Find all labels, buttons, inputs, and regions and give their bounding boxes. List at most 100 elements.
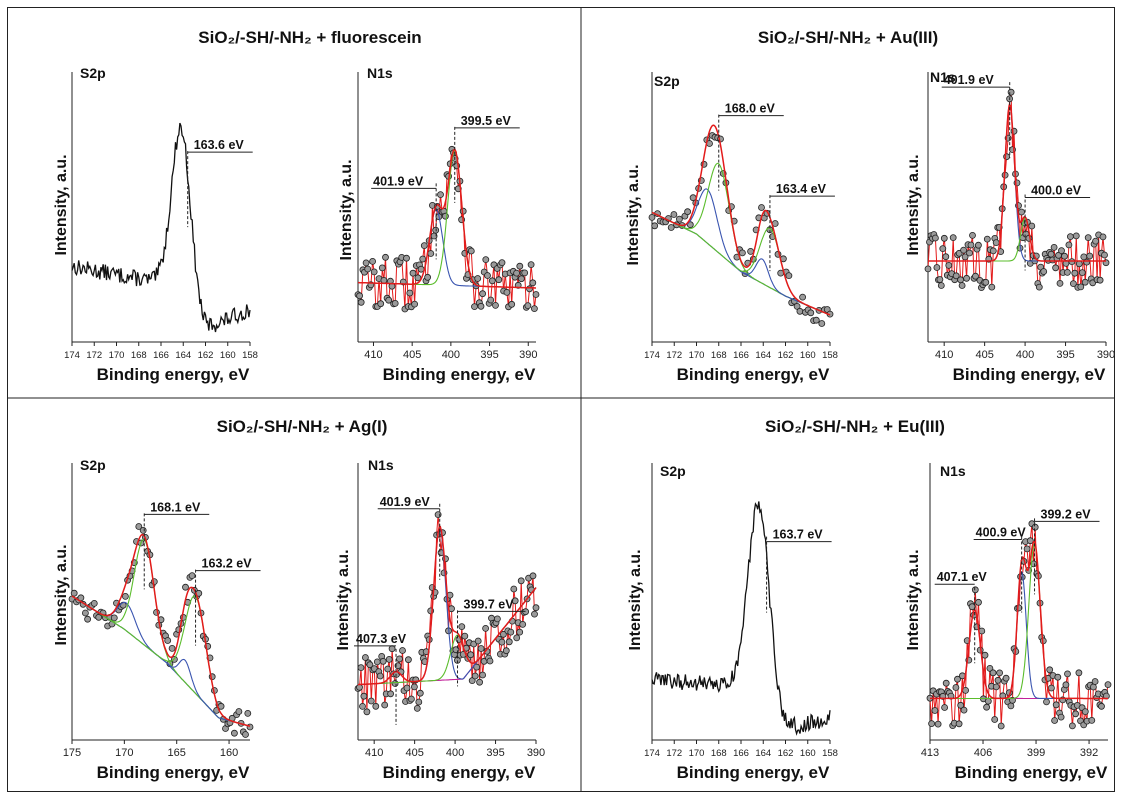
core-level-label: S2p — [80, 457, 106, 473]
data-point — [1057, 713, 1065, 721]
core-level-label: N1s — [930, 69, 956, 85]
data-point — [188, 572, 196, 579]
data-point — [992, 239, 1000, 247]
x-tick-label: 160 — [220, 350, 236, 361]
x-axis-label: Binding energy, eV — [677, 365, 830, 384]
x-tick-label: 160 — [800, 350, 816, 361]
peak-annotation: 168.0 eV — [725, 102, 776, 116]
data-point — [1077, 283, 1085, 291]
x-axis-label: Binding energy, eV — [383, 763, 536, 782]
data-point — [382, 253, 389, 261]
x-tick-label: 158 — [242, 350, 258, 361]
data-point — [799, 293, 806, 301]
data-point — [503, 288, 511, 296]
x-axis-label: Binding energy, eV — [97, 365, 250, 384]
data-point — [1090, 683, 1097, 691]
data-point — [360, 692, 368, 700]
data-point — [416, 689, 424, 697]
x-tick-label: 170 — [689, 350, 705, 361]
data-point — [458, 623, 466, 630]
x-tick-label: 170 — [109, 350, 125, 361]
data-point — [1040, 268, 1048, 275]
data-point — [477, 645, 485, 652]
data-point — [957, 276, 964, 284]
data-point — [474, 275, 482, 282]
data-point — [495, 276, 503, 284]
data-point — [441, 212, 449, 220]
data-point — [367, 697, 375, 705]
x-tick-label: 395 — [1056, 349, 1074, 361]
data-point — [1031, 523, 1039, 531]
data-point — [1065, 241, 1073, 249]
xps-plot-2: 174 172 170 168 166 164 162 160 158 Binding energ… — [625, 72, 838, 384]
x-tick-label: 162 — [778, 350, 794, 361]
data-point — [1072, 710, 1079, 718]
y-axis-label: Intensity, a.u. — [627, 549, 644, 650]
data-point — [498, 259, 506, 267]
data-point — [379, 657, 387, 665]
data-point — [467, 651, 475, 659]
peak-annotation: 407.1 eV — [937, 570, 988, 584]
fit-envelope — [928, 104, 1106, 262]
x-tick-label: 158 — [822, 748, 838, 759]
x-tick-label: 390 — [1097, 349, 1115, 361]
x-tick-label: 406 — [974, 747, 992, 759]
x-tick-label: 399 — [1027, 747, 1045, 759]
data-point — [1061, 252, 1068, 260]
peak-annotation: 163.2 eV — [202, 557, 253, 571]
data-point — [471, 672, 479, 680]
data-point — [941, 704, 948, 711]
data-point — [411, 300, 419, 308]
data-point — [110, 614, 118, 622]
data-point — [937, 282, 945, 289]
data-point — [1054, 673, 1062, 681]
data-point — [960, 706, 968, 714]
outer-border — [7, 7, 1115, 792]
data-point — [1050, 243, 1058, 251]
data-point — [989, 247, 997, 255]
data-point — [370, 268, 378, 276]
data-point — [1071, 269, 1079, 277]
data-point — [361, 654, 369, 661]
data-point — [378, 264, 386, 272]
data-point — [1104, 681, 1112, 688]
x-tick-label: 175 — [63, 747, 81, 759]
x-axis-label: Binding energy, eV — [677, 763, 830, 782]
data-point — [517, 577, 525, 585]
data-point — [967, 241, 975, 249]
x-tick-label: 160 — [220, 747, 238, 759]
data-point — [419, 255, 427, 263]
data-point — [1078, 269, 1086, 277]
y-axis-label: Intensity, a.u. — [905, 549, 922, 650]
data-point — [939, 245, 947, 253]
data-point — [1069, 722, 1076, 730]
data-point — [488, 277, 496, 285]
data-point — [983, 235, 991, 243]
data-point — [391, 299, 399, 307]
data-point — [135, 523, 143, 530]
data-point — [931, 707, 939, 714]
data-point — [1035, 283, 1043, 291]
data-point — [531, 610, 538, 618]
data-point — [971, 586, 979, 594]
data-point — [949, 234, 957, 242]
data-point — [366, 661, 374, 669]
data-point — [519, 621, 527, 628]
data-point — [1058, 247, 1065, 255]
data-point — [471, 303, 478, 311]
data-point — [1070, 280, 1077, 288]
frame — [7, 7, 1115, 792]
core-level-label: S2p — [80, 65, 106, 81]
xps-plot-5: 410 405 400 395 390 Binding energy, eV Intensi… — [335, 457, 545, 782]
xps-plot-6: 174 172 170 168 166 164 162 160 158 Binding energ… — [627, 463, 838, 782]
x-tick-label: 168 — [131, 350, 147, 361]
data-point — [968, 603, 976, 611]
data-point — [963, 274, 970, 282]
data-point — [958, 282, 966, 289]
data-point — [1051, 717, 1058, 724]
data-point — [667, 224, 675, 231]
y-axis-label: Intensity, a.u. — [625, 164, 642, 265]
peak-annotation: 168.1 eV — [150, 500, 201, 514]
data-point — [409, 269, 417, 277]
data-point — [498, 638, 506, 646]
